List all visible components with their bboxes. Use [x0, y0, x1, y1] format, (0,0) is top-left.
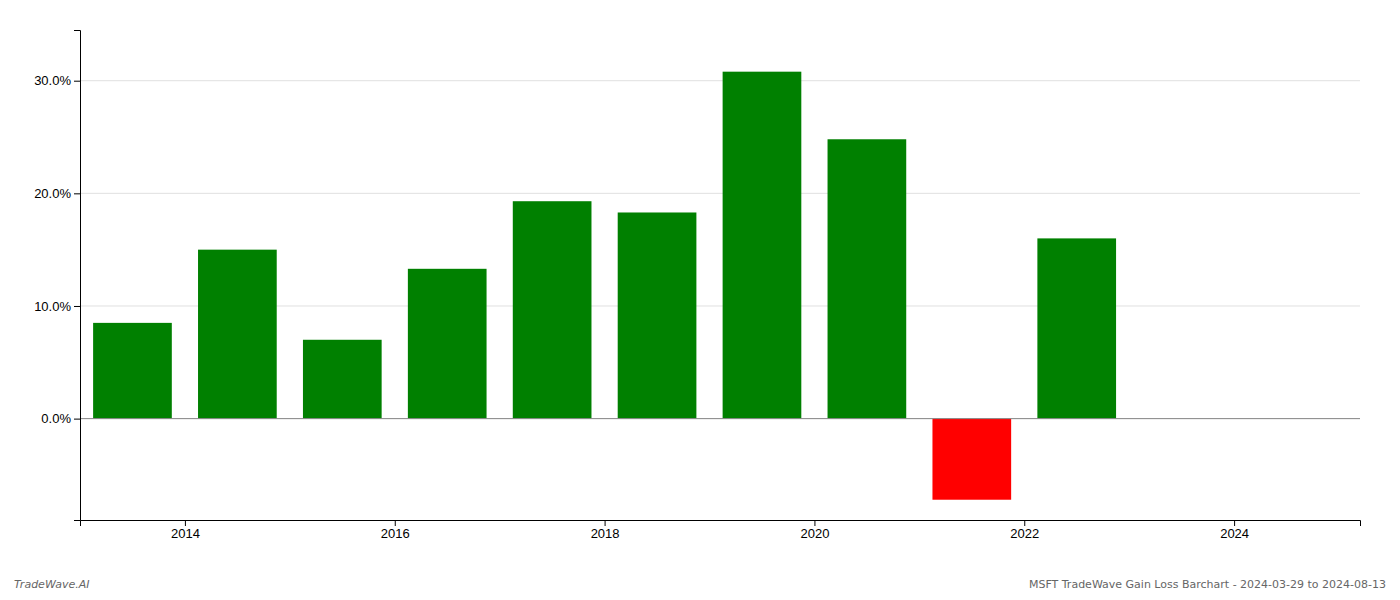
tick: 2022 [1010, 520, 1039, 541]
tick-mark [605, 520, 606, 526]
bar [198, 250, 277, 419]
tick-label: 2016 [381, 526, 410, 541]
tick-label: 2014 [171, 526, 200, 541]
bars [93, 72, 1116, 500]
tick-label: 2022 [1010, 526, 1039, 541]
tick: 2024 [1220, 520, 1249, 541]
footer-right: MSFT TradeWave Gain Loss Barchart - 2024… [1029, 578, 1386, 591]
tick-label: 20.0% [34, 186, 71, 201]
tick-label: 2024 [1220, 526, 1249, 541]
tick-mark [814, 520, 815, 526]
grid-line [80, 418, 1360, 419]
axis-line [74, 31, 81, 521]
tick-mark [1234, 520, 1235, 526]
tick: 2018 [591, 520, 620, 541]
bar [408, 269, 487, 419]
tick-mark [74, 419, 80, 420]
tick: 2014 [171, 520, 200, 541]
tick: 10.0% [34, 299, 80, 314]
tick-mark [1024, 520, 1025, 526]
tick-mark [74, 306, 80, 307]
bar [93, 323, 172, 419]
plot-area: 0.0%10.0%20.0%30.0%201420162018202020222… [34, 31, 1360, 542]
tick: 30.0% [34, 73, 80, 88]
grid-line [80, 80, 1360, 81]
tick-label: 2020 [800, 526, 829, 541]
zero-line [80, 418, 1360, 419]
bar [723, 72, 802, 419]
tick: 20.0% [34, 186, 80, 201]
x-axis: 2014 2016 2018 2020 2022 2024 [81, 520, 1361, 541]
tick-mark [185, 520, 186, 526]
bar [1037, 238, 1116, 418]
tick: 0.0% [41, 411, 80, 426]
tick: 2020 [800, 520, 829, 541]
axis-line [81, 521, 1361, 527]
chart: 0.0%10.0%20.0%30.0%201420162018202020222… [0, 0, 1400, 600]
bar [303, 340, 382, 419]
tick-mark [74, 81, 80, 82]
bar [618, 212, 697, 418]
footer-left: TradeWave.AI [14, 578, 89, 591]
tick-label: 30.0% [34, 73, 71, 88]
grid [80, 81, 1360, 419]
tick-mark [395, 520, 396, 526]
tick-label: 10.0% [34, 299, 71, 314]
bar [932, 419, 1011, 500]
tick-mark [74, 193, 80, 194]
tick: 2016 [381, 520, 410, 541]
bar [828, 139, 907, 418]
grid-line [80, 193, 1360, 194]
tick-label: 0.0% [41, 411, 71, 426]
tick-label: 2018 [591, 526, 620, 541]
bar [513, 201, 592, 418]
y-axis: 0.0% 10.0% 20.0% 30.0% [34, 31, 80, 521]
